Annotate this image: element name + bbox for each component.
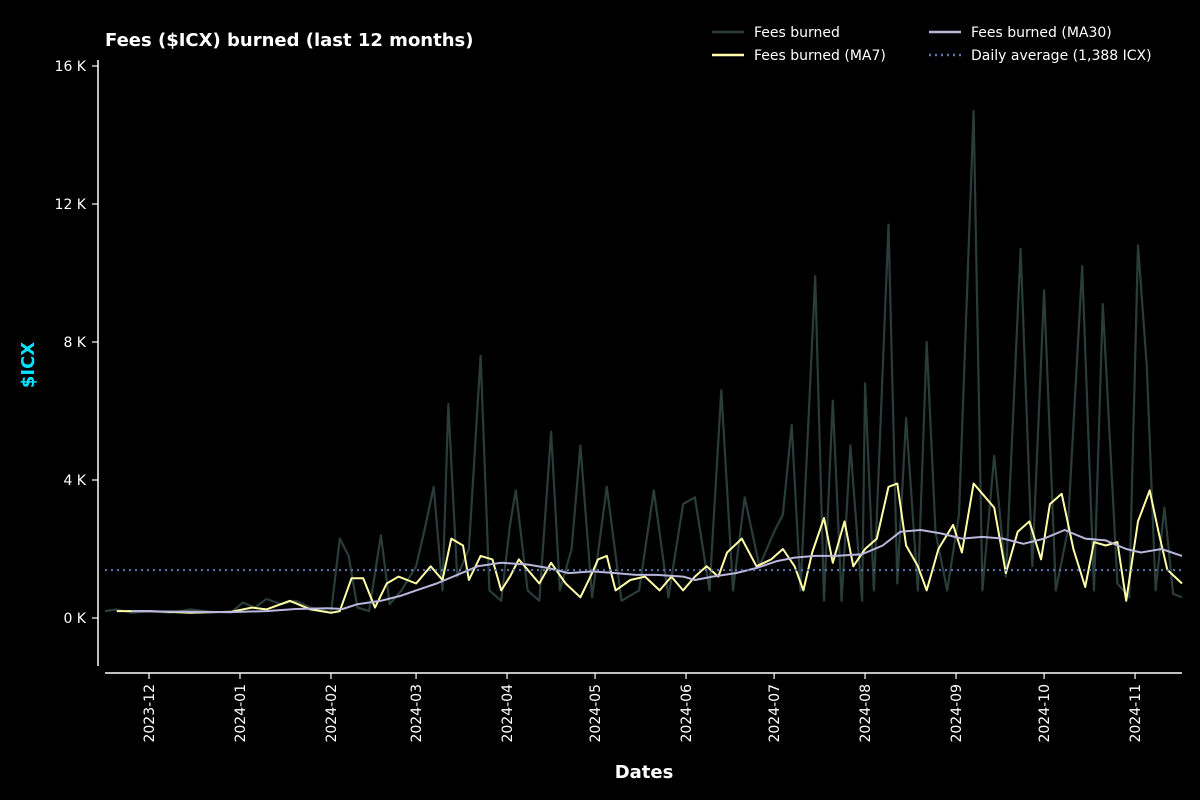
series-daily-average-legend-label: Daily average (1,388 ICX) [971, 48, 1152, 64]
x-tick-label: 2024-09 [949, 684, 965, 743]
x-tick-label: 2024-08 [858, 684, 874, 743]
series-fees-burned-ma30-line [131, 529, 1183, 614]
series-fees-burned-line [104, 109, 1183, 614]
series-layer [104, 109, 1183, 614]
y-tick-label: 0 K [63, 611, 86, 627]
y-tick-label: 4 K [63, 473, 86, 489]
x-tick-label: 2024-02 [324, 684, 340, 743]
y-tick-label: 16 K [55, 59, 87, 75]
y-tick-label: 12 K [55, 197, 87, 213]
x-tick-label: 2024-07 [767, 684, 783, 743]
y-tick-label: 8 K [63, 335, 86, 351]
y-axis-label: $ICX [18, 342, 39, 388]
x-axis-label: Dates [615, 762, 674, 783]
x-ticks: 2023-12 2024-01 2024-02 2024-03 2024-04 2024-… [142, 673, 1144, 743]
series-fees-burned-legend-label: Fees burned [754, 25, 840, 41]
x-tick-label: 2024-11 [1128, 684, 1144, 743]
chart-title: Fees ($ICX) burned (last 12 months) [105, 30, 473, 51]
series-fees-burned-ma7-legend-label: Fees burned (MA7) [754, 48, 886, 64]
x-tick-label: 2024-04 [500, 684, 516, 743]
series-fees-burned-ma30-legend-label: Fees burned (MA30) [971, 25, 1112, 41]
legend: Fees burned Fees burned (MA30) Fees burned… [712, 25, 1152, 64]
x-tick-label: 2024-01 [233, 684, 249, 743]
x-tick-label: 2024-06 [679, 684, 695, 743]
x-tick-label: 2024-05 [588, 684, 604, 743]
x-tick-label: 2023-12 [142, 684, 158, 743]
x-tick-label: 2024-03 [409, 684, 425, 743]
x-tick-label: 2024-10 [1037, 684, 1053, 743]
y-ticks: 0 K 4 K 8 K 12 K 16 K [55, 59, 98, 627]
